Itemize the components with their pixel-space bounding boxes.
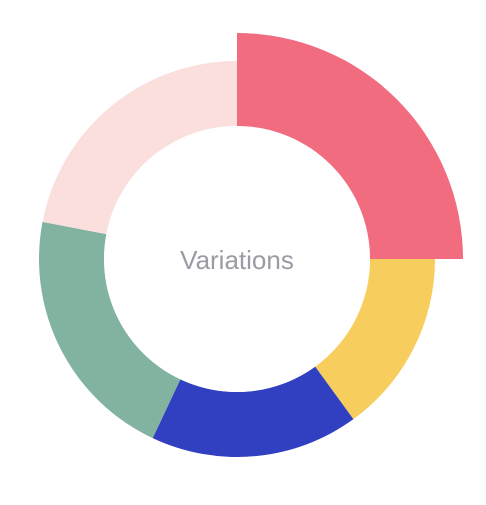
donut-hole — [104, 126, 370, 392]
donut-slice-3[interactable] — [152, 366, 354, 458]
donut-slice-4[interactable] — [39, 221, 181, 439]
donut-center-label: Variations — [180, 245, 294, 275]
donut-slice-5[interactable] — [42, 61, 237, 235]
donut-slice-2[interactable] — [315, 259, 435, 420]
donut-slices — [39, 33, 463, 458]
